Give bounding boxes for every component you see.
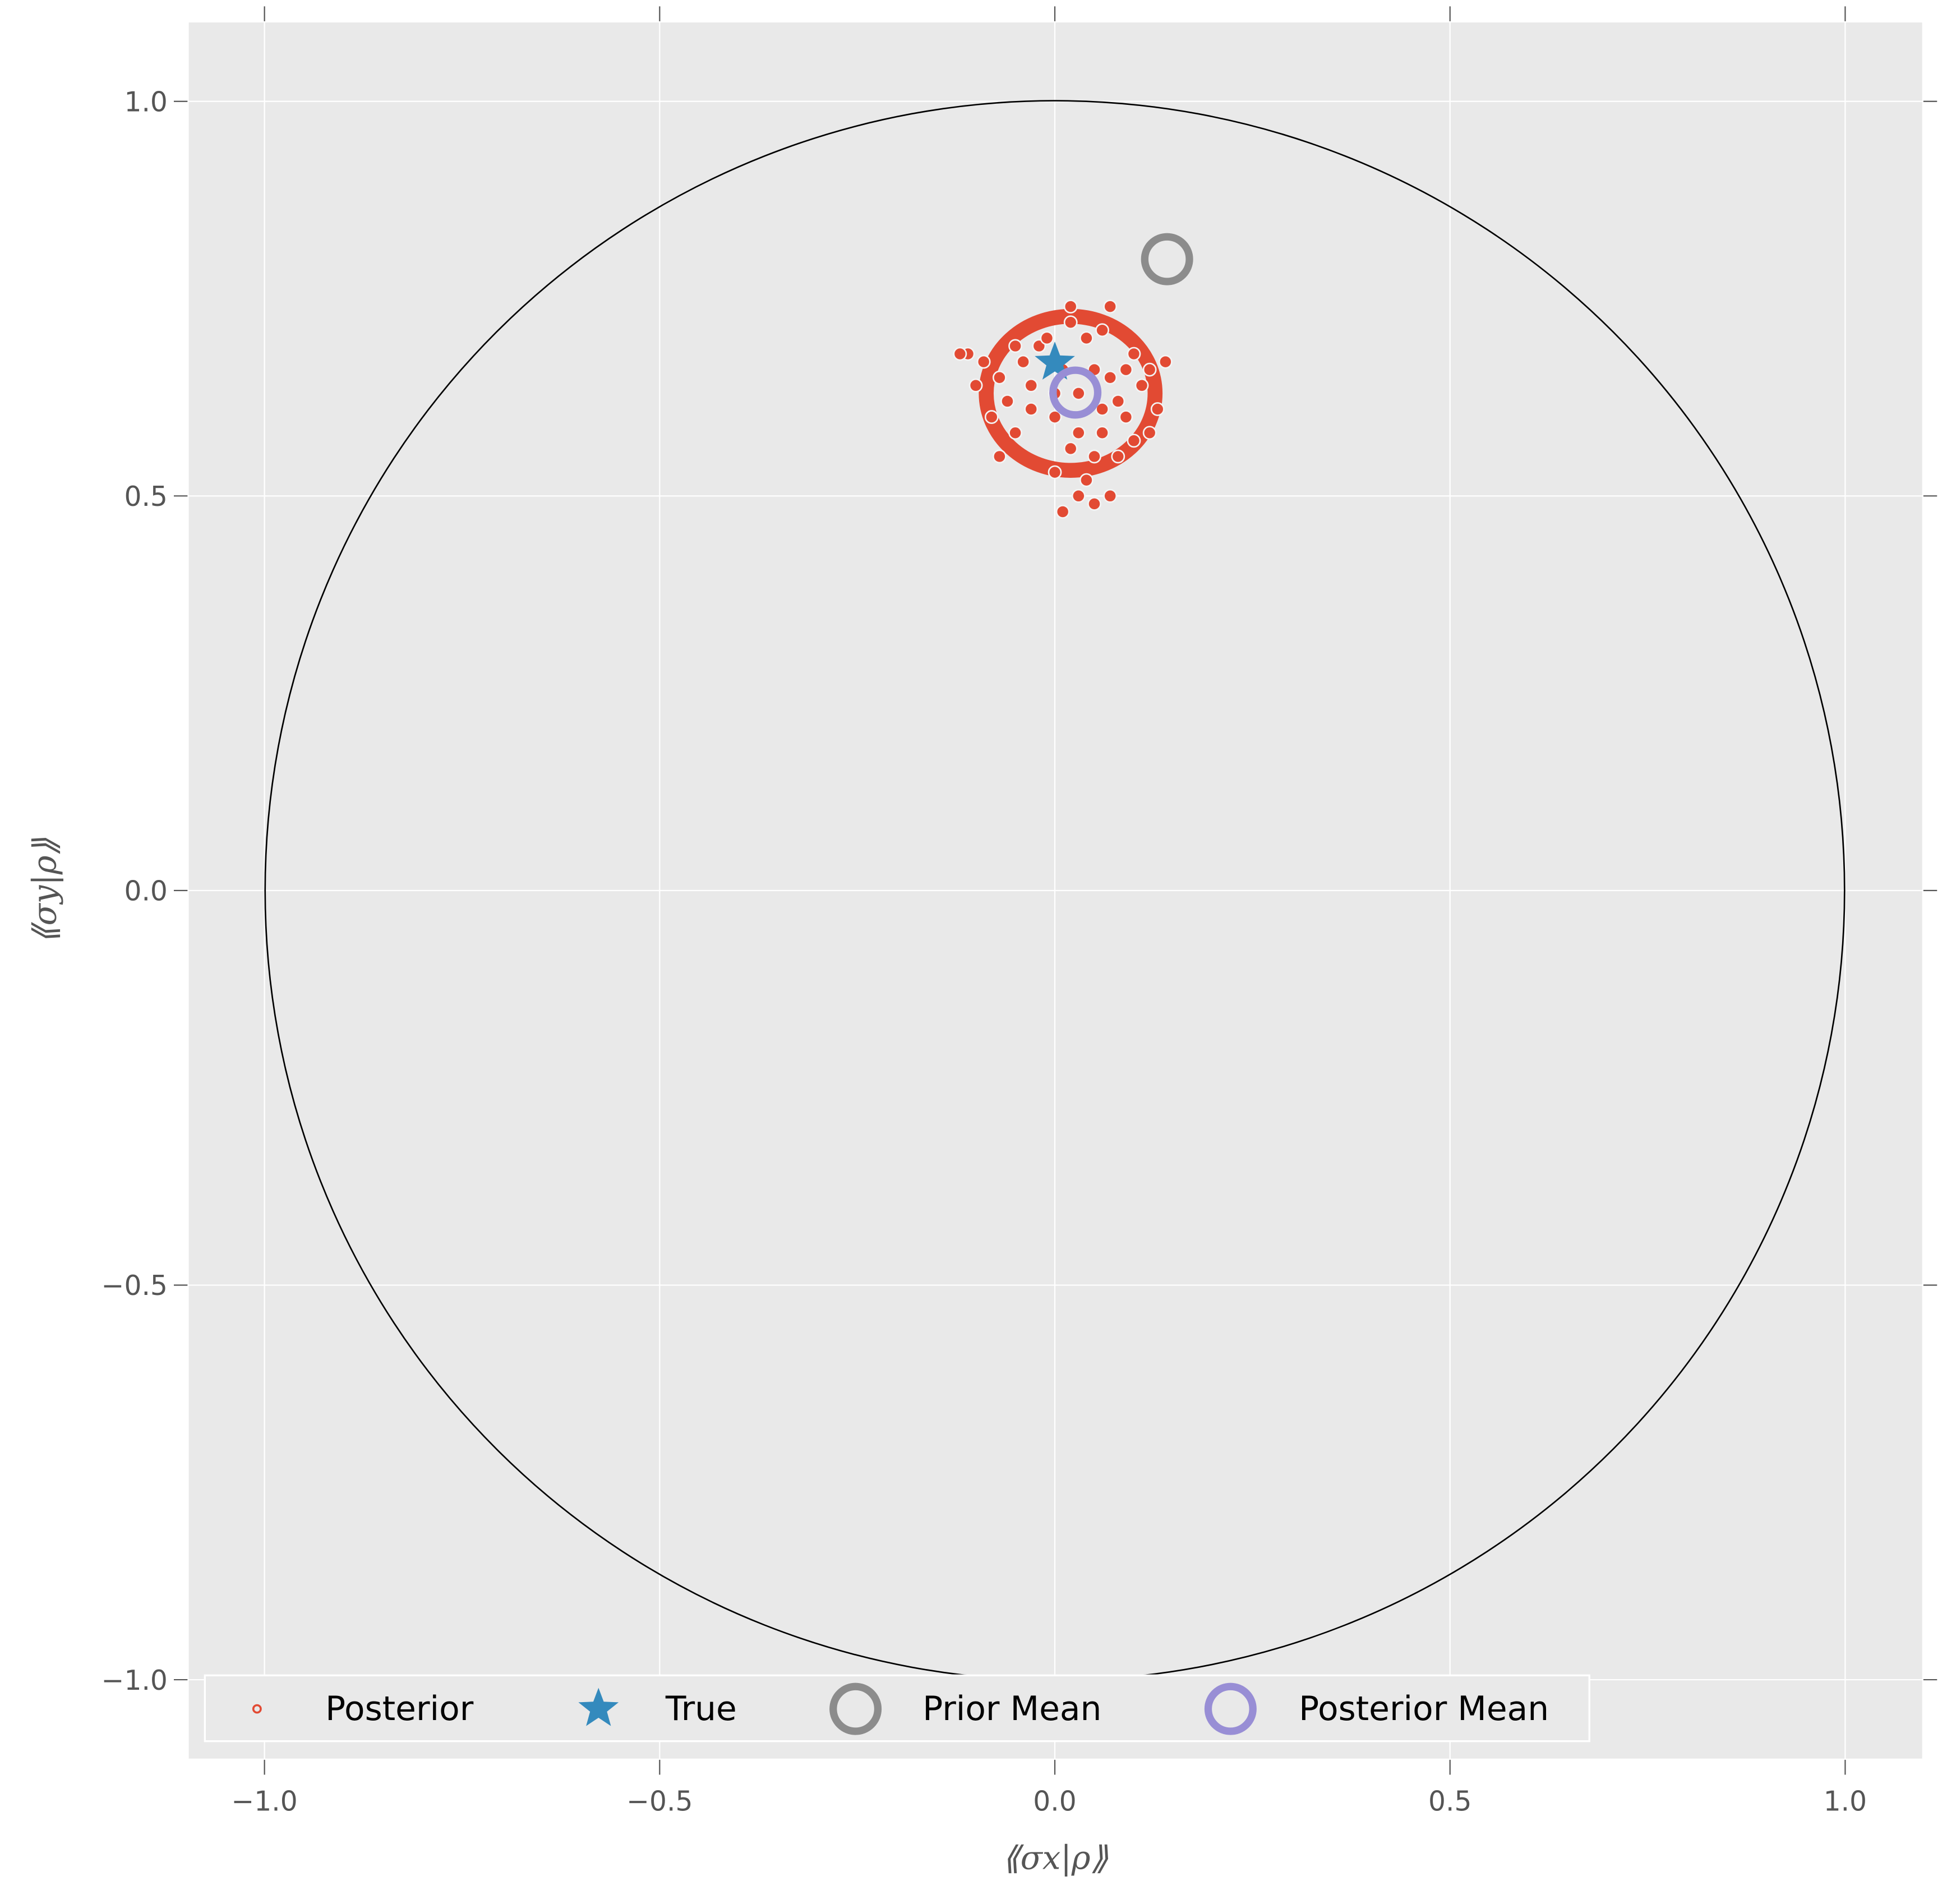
legend-label-posterior: Posterior [325,1690,474,1728]
posterior-mean-marker [1049,366,1102,419]
legend-label-true: True [665,1690,737,1728]
legend-marker-posterior-mean [1204,1682,1257,1735]
posterior-point [953,347,967,361]
posterior-point [1095,402,1109,416]
legend-box [204,1674,1590,1742]
posterior-point [1111,394,1125,408]
legend-marker-posterior [252,1704,262,1714]
posterior-point [1103,299,1118,314]
posterior-point [976,354,991,369]
posterior-point [1119,362,1133,377]
posterior-point [1063,441,1078,456]
posterior-point [1048,410,1062,424]
posterior-point [1024,378,1039,393]
posterior-point [1142,426,1157,440]
posterior-point [1071,386,1086,400]
x-tick-label: 0.0 [1033,1786,1076,1818]
posterior-point [1048,465,1062,480]
posterior-point [1150,402,1165,416]
true-star-marker [1035,341,1075,380]
posterior-point [1158,354,1173,369]
posterior-point [968,378,983,393]
posterior-point [1087,449,1101,464]
y-tick-label: 1.0 [124,86,167,118]
posterior-point [1008,339,1022,353]
legend: Posterior True Prior Mean Posterior Mean [204,1674,1590,1742]
legend-label-posterior-mean: Posterior Mean [1299,1690,1549,1728]
posterior-point [1095,426,1109,440]
posterior-point [1127,347,1141,361]
posterior-point [1103,370,1118,385]
x-tick-label: −0.5 [626,1786,693,1818]
posterior-point [992,370,1007,385]
posterior-point [1071,426,1086,440]
posterior-point [992,449,1007,464]
posterior-point [1103,488,1118,503]
y-tick-label: −0.5 [101,1270,168,1302]
legend-label-prior-mean: Prior Mean [922,1690,1101,1728]
prior-mean-marker [1141,233,1193,285]
legend-marker-true [578,1688,619,1726]
posterior-point [984,410,999,424]
posterior-point [1071,488,1086,503]
posterior-point [1079,473,1094,487]
y-tick-label: 0.5 [124,481,167,513]
posterior-point [1063,315,1078,330]
ticks: −1.0 1.0 −0.5 0.5 0.0 0.0 0.5 −0.5 1.0 −1.0 [101,6,1937,1818]
posterior-point [1000,394,1014,408]
posterior-point [1142,362,1157,377]
legend-marker-prior-mean [829,1682,882,1735]
posterior-point [1063,299,1078,314]
posterior-point [1008,426,1022,440]
posterior-point [1024,402,1039,416]
posterior-point [1055,505,1070,519]
x-tick-label: −1.0 [232,1786,298,1818]
posterior-point [1095,323,1109,338]
posterior-point [1111,449,1125,464]
y-tick-label: 0.0 [124,876,167,907]
posterior-point [1119,410,1133,424]
y-tick-label: −1.0 [101,1665,168,1696]
posterior-point [1016,354,1031,369]
posterior-point [1040,331,1054,345]
x-tick-label: 1.0 [1824,1786,1867,1818]
x-axis-label: ⟪σx|ρ⟫ [1003,1840,1109,1877]
posterior-point [1087,496,1101,511]
posterior-point [1127,434,1141,448]
y-axis-label: ⟪σy|ρ⟫ [26,837,64,943]
posterior-point [1079,331,1094,345]
posterior-point [1134,378,1149,393]
x-tick-label: 0.5 [1428,1786,1471,1818]
